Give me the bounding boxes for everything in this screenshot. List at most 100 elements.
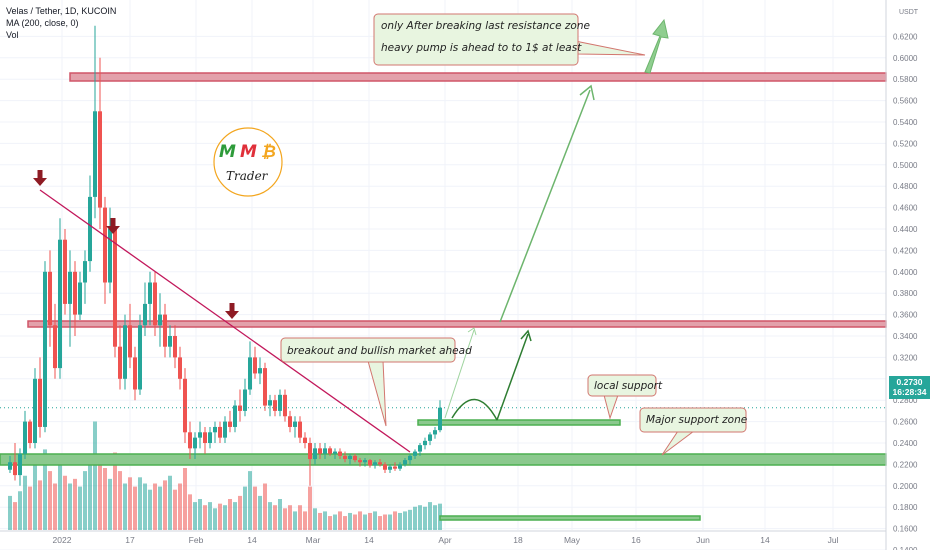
y-tick-label: 0.4600 <box>893 204 918 213</box>
candle-body <box>373 462 377 466</box>
volume-indicator-label[interactable]: Vol <box>6 30 19 40</box>
candle-body <box>128 325 132 358</box>
x-tick-label: Mar <box>306 535 321 545</box>
local-support-zone <box>417 419 621 426</box>
candle-body <box>123 325 127 379</box>
volume-bar <box>93 421 97 530</box>
volume-bar <box>158 486 162 530</box>
chart-background <box>0 0 886 550</box>
candle-body <box>203 432 207 443</box>
ma-indicator-label[interactable]: MA (200, close, 0) <box>6 18 79 28</box>
candle-body <box>23 421 27 454</box>
callout-box <box>280 337 456 363</box>
projection-thin <box>444 329 475 419</box>
y-tick-label: 0.5200 <box>893 139 918 148</box>
x-tick-label: Jun <box>696 535 710 545</box>
volume-bar <box>308 486 312 530</box>
projection-thin-head <box>467 327 477 336</box>
x-tick-label: 14 <box>364 535 374 545</box>
callout-tail <box>603 394 619 420</box>
candle-body <box>83 261 87 283</box>
y-tick-label: 0.5000 <box>893 161 918 170</box>
candle-body <box>313 448 317 460</box>
volume-bar <box>198 499 202 530</box>
candle-body <box>58 239 62 369</box>
logo-letter: M <box>240 142 257 162</box>
volume-bar <box>8 495 12 530</box>
y-axis-unit: USDT <box>899 9 919 16</box>
descending-trendline <box>39 189 411 453</box>
candle-body <box>68 271 72 304</box>
volume-bar <box>248 471 252 530</box>
y-tick-label: 0.4800 <box>893 182 918 191</box>
candle-body <box>393 466 397 469</box>
candle-body <box>218 426 222 438</box>
volume-bar <box>128 477 132 530</box>
volume-bar <box>203 505 207 530</box>
note-major-support: Major support zone <box>646 414 748 426</box>
volume-bar <box>168 475 172 530</box>
callout-box <box>373 13 579 66</box>
x-tick-label: 2022 <box>53 535 72 545</box>
y-tick-label: 0.2600 <box>893 418 918 427</box>
volume-bar <box>338 511 342 530</box>
candle-body <box>288 416 292 427</box>
candle-body <box>258 368 262 374</box>
candle-body <box>43 271 47 427</box>
y-tick-label: 0.5800 <box>893 75 918 84</box>
candle-body <box>148 282 152 304</box>
marker-arrow-head <box>225 311 239 319</box>
y-tick-label: 0.6200 <box>893 32 918 41</box>
candle-body <box>243 389 247 411</box>
candle-body <box>418 445 422 452</box>
volume-bar <box>403 511 407 530</box>
volume-bar <box>123 483 127 530</box>
y-tick-label: 0.5400 <box>893 118 918 127</box>
marker-arrow-head <box>106 226 120 234</box>
y-tick-label: 0.1800 <box>893 503 918 512</box>
candle-body <box>263 368 267 406</box>
callout-local-support <box>587 374 657 420</box>
projection-long-head <box>579 84 595 101</box>
candle-body <box>73 271 77 315</box>
candle-body <box>63 239 67 304</box>
y-tick-label: 0.2000 <box>893 482 918 491</box>
volume-bar <box>173 489 177 530</box>
y-tick-label: 0.4000 <box>893 268 918 277</box>
y-tick-label: 0.4200 <box>893 246 918 255</box>
volume-bar <box>323 511 327 530</box>
y-tick-label: 0.2400 <box>893 439 918 448</box>
candle-body <box>48 271 52 326</box>
symbol-title[interactable]: Velas / Tether, 1D, KUCOIN <box>6 6 117 16</box>
y-tick-label: 0.3200 <box>893 353 918 362</box>
candle-body <box>423 440 427 446</box>
y-tick-label: 0.3400 <box>893 332 918 341</box>
volume-bar <box>383 514 387 530</box>
volume-bar <box>133 486 137 530</box>
volume-bar <box>188 494 192 530</box>
volume-bar <box>288 505 292 530</box>
logo-ring <box>213 127 283 197</box>
candle-body <box>273 400 277 411</box>
candle-body <box>38 378 42 427</box>
candle-body <box>438 407 442 431</box>
volume-bar <box>163 480 167 530</box>
volume-bar <box>28 486 32 530</box>
note-local-support: local support <box>594 380 663 392</box>
drawings: M M ₿Trader <box>0 13 886 456</box>
volume-bar <box>58 461 62 530</box>
candle-body <box>353 455 357 461</box>
volume-bar <box>153 483 157 530</box>
volume-bar <box>23 475 27 530</box>
countdown-value: 16:28:34 <box>892 387 927 397</box>
callout-major-support <box>639 407 747 456</box>
candle-body <box>93 111 97 197</box>
volume-bar <box>253 486 257 530</box>
candle-body <box>283 394 287 417</box>
volume-bar <box>258 495 262 530</box>
volume-bar <box>378 516 382 530</box>
candle-body <box>153 282 157 326</box>
marker-arrow-head <box>33 178 47 186</box>
logo-letter: M <box>219 142 236 162</box>
